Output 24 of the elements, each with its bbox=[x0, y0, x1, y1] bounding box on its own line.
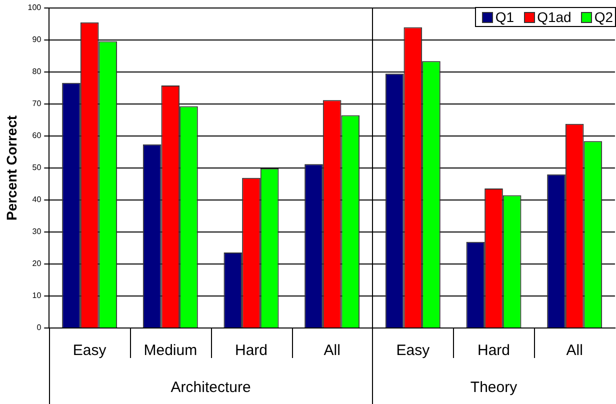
y-tick-label: 100 bbox=[28, 3, 42, 12]
text: Theory bbox=[470, 379, 518, 396]
y-tick-label: 70 bbox=[32, 99, 42, 108]
y-tick-label: 10 bbox=[32, 291, 42, 300]
y-tick-label: 90 bbox=[32, 35, 42, 44]
y-tick-label: 80 bbox=[32, 67, 42, 76]
x-tick-label: Medium bbox=[144, 342, 198, 360]
y-tick-label: 0 bbox=[36, 323, 42, 332]
y-tick-label: 50 bbox=[32, 163, 42, 172]
x-tick-label: Hard bbox=[477, 342, 510, 360]
x-tick-label: Hard bbox=[234, 342, 268, 360]
x-tick-label: Easy bbox=[396, 342, 430, 360]
legend-label: Q2 bbox=[594, 9, 613, 25]
x-tick-label: Easy bbox=[72, 342, 107, 360]
y-tick-label: 30 bbox=[32, 227, 42, 236]
y-tick-label: 60 bbox=[32, 131, 42, 140]
text: Architecture bbox=[170, 379, 251, 396]
y-tick-label: 40 bbox=[32, 195, 42, 204]
y-axis-title: Percent Correct bbox=[3, 115, 20, 221]
x-tick-label: All bbox=[324, 342, 340, 360]
legend-label: Q1ad bbox=[537, 9, 572, 25]
legend-label: Q1 bbox=[495, 9, 514, 25]
x-tick-label: All bbox=[566, 342, 583, 360]
y-tick-label: 20 bbox=[32, 259, 42, 268]
